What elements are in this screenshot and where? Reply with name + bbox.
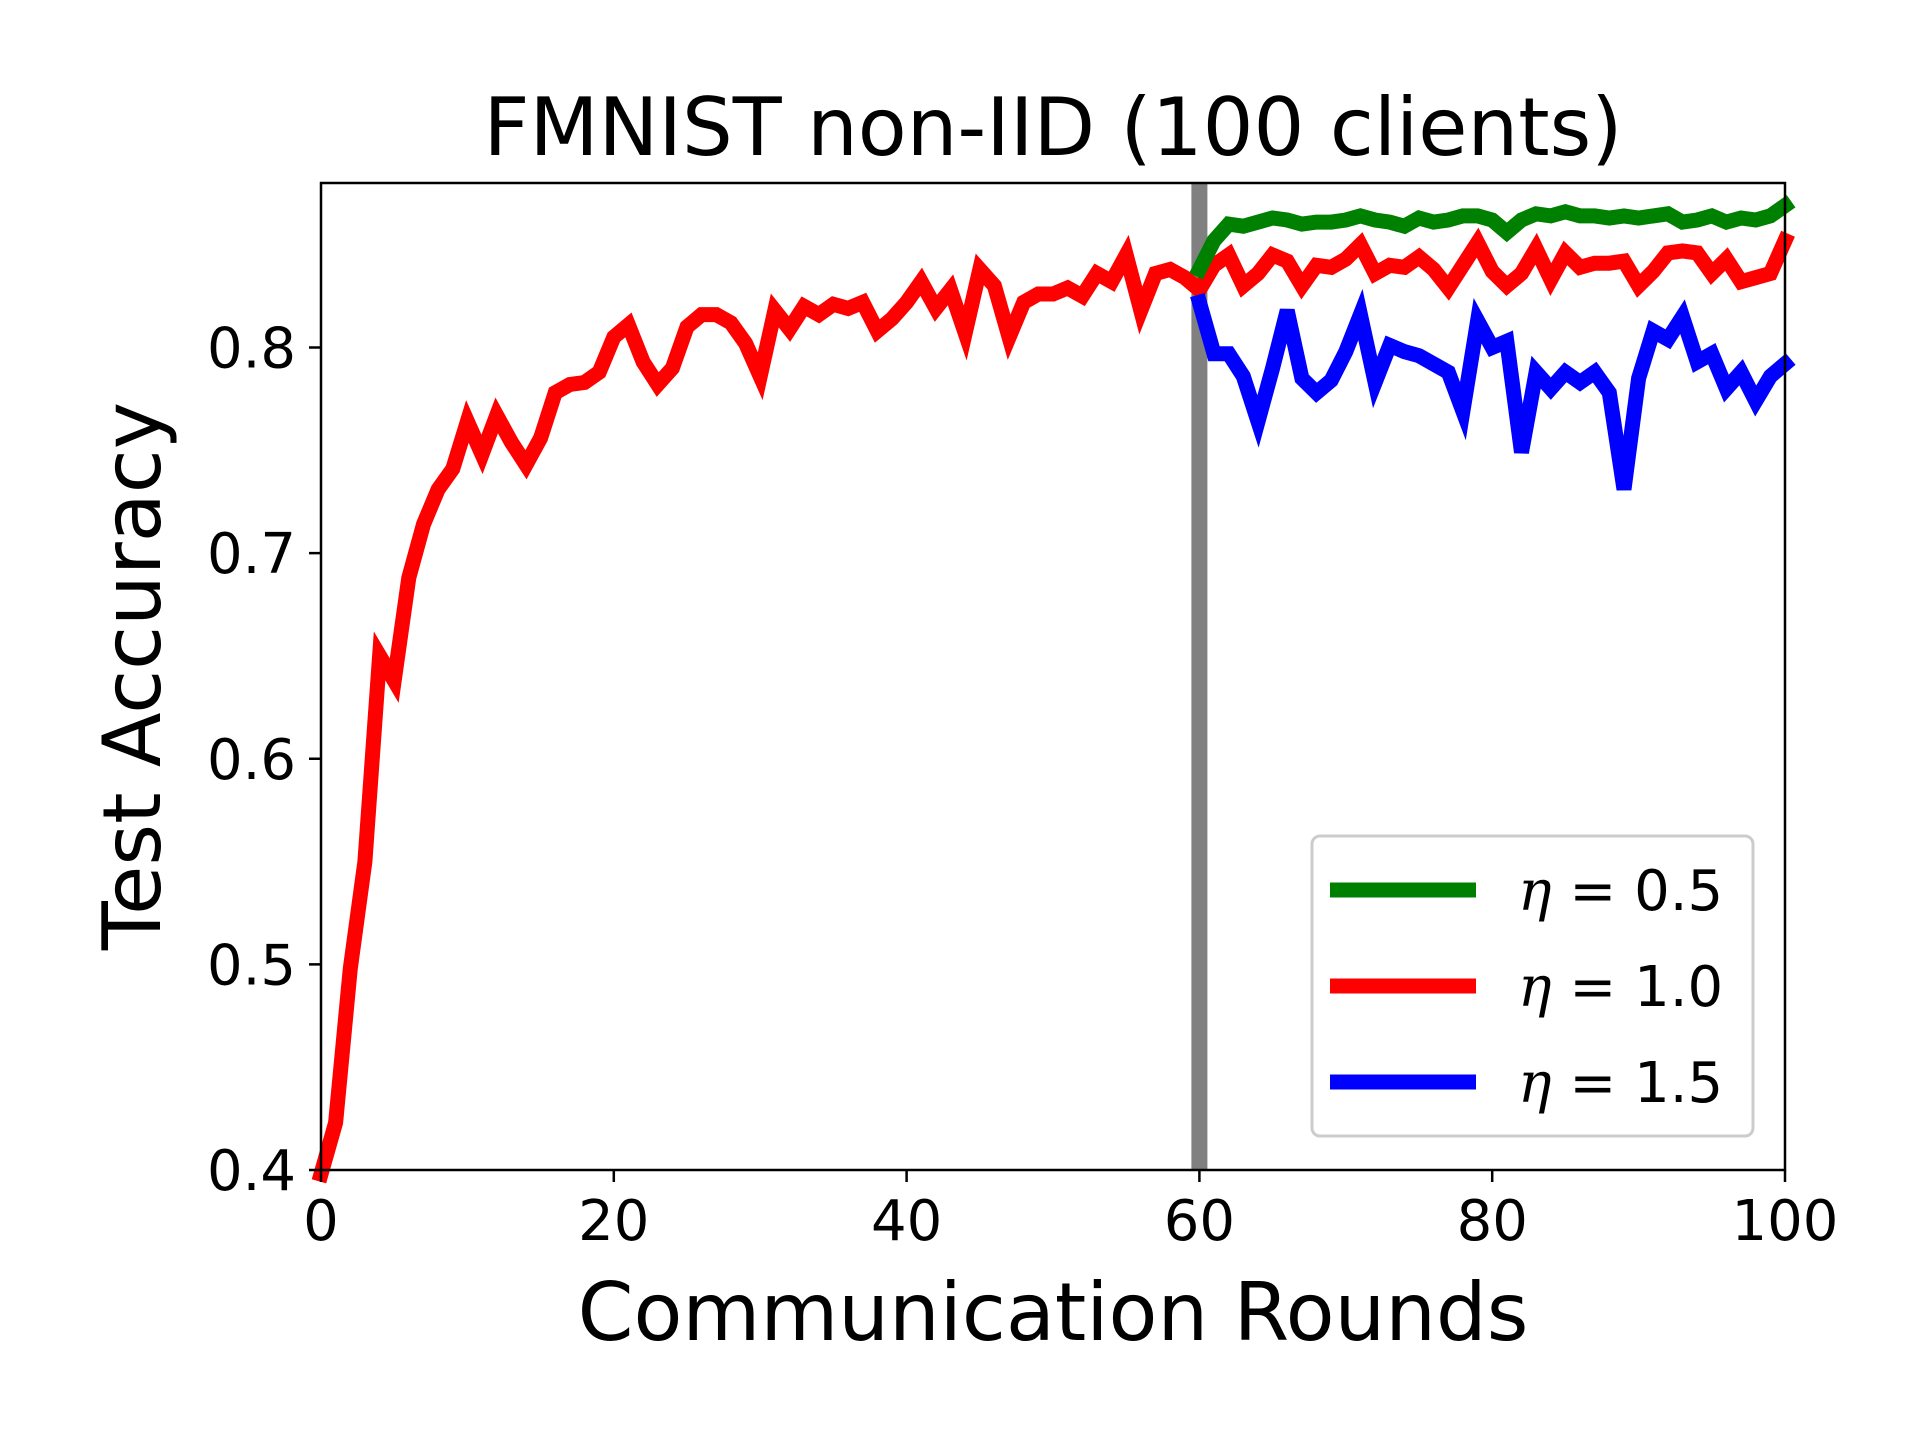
series-line-1 <box>311 227 1795 1184</box>
x-tick-label: 0 <box>303 1189 339 1254</box>
plot-area <box>311 183 1796 1184</box>
series-line-0 <box>1189 195 1796 280</box>
legend-value: = 0.5 <box>1552 859 1724 924</box>
plot-frame <box>319 181 1787 1172</box>
legend: η = 0.5η = 1.0η = 1.5 <box>1310 834 1755 1138</box>
x-tick-label: 60 <box>1164 1189 1235 1254</box>
series-line-2 <box>1190 288 1796 491</box>
x-axis-label: Communication Rounds <box>578 1266 1529 1359</box>
x-tick-label: 100 <box>1732 1189 1839 1254</box>
legend-value: = 1.0 <box>1552 955 1724 1020</box>
legend-label: η = 0.5 <box>1518 859 1723 924</box>
chart-title: FMNIST non-IID (100 clients) <box>484 81 1623 174</box>
x-tick-label: 80 <box>1457 1189 1528 1254</box>
legend-box <box>1310 834 1755 1138</box>
x-tick-label: 20 <box>578 1189 649 1254</box>
legend-value: = 1.5 <box>1552 1051 1724 1116</box>
y-tick-label: 0.7 <box>207 522 296 587</box>
legend-eta: η <box>1518 955 1552 1020</box>
legend-eta: η <box>1518 859 1552 924</box>
legend-label: η = 1.0 <box>1518 955 1723 1020</box>
y-tick-label: 0.8 <box>207 317 296 382</box>
legend-eta: η <box>1518 1051 1552 1116</box>
x-tick-label: 40 <box>871 1189 942 1254</box>
x-axis: 0 20 40 60 80 100 <box>303 1170 1838 1254</box>
y-tick-label: 0.4 <box>207 1139 296 1204</box>
legend-label: η = 1.5 <box>1518 1051 1723 1116</box>
y-tick-label: 0.5 <box>207 933 296 998</box>
y-axis: 0.4 0.5 0.6 0.7 0.8 <box>207 317 321 1204</box>
y-axis-label: Test Accuracy <box>86 402 179 951</box>
y-tick-label: 0.6 <box>207 728 296 793</box>
